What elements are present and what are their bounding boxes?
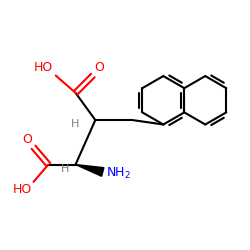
Text: NH$_2$: NH$_2$ <box>106 166 132 181</box>
Text: O: O <box>22 133 32 146</box>
Polygon shape <box>76 164 104 176</box>
Text: H: H <box>71 119 79 129</box>
Text: H: H <box>61 164 70 174</box>
Text: O: O <box>94 61 104 74</box>
Text: HO: HO <box>34 61 53 74</box>
Text: HO: HO <box>13 183 32 196</box>
